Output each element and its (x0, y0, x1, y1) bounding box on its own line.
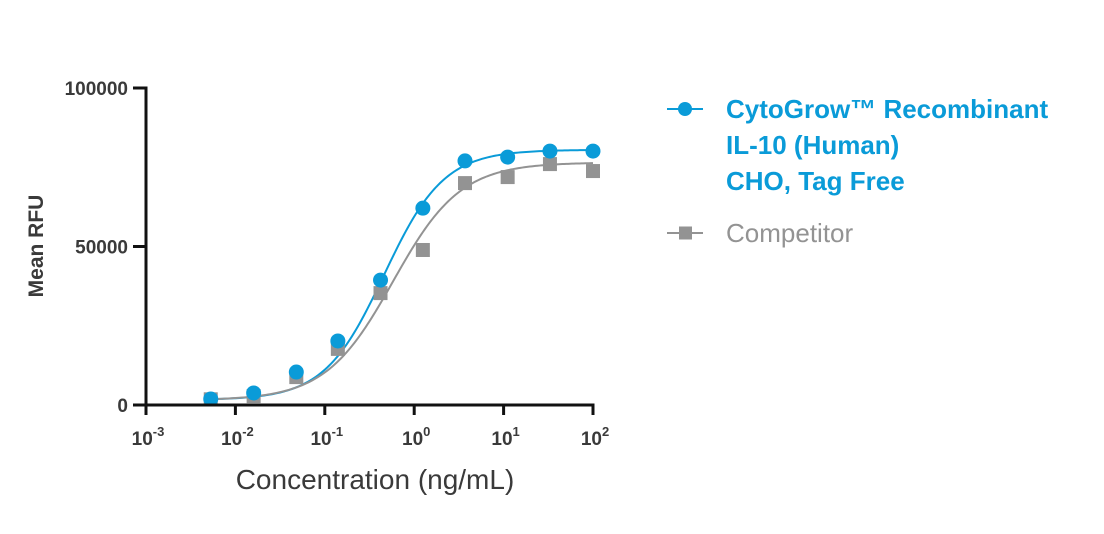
data-point-circle (457, 153, 473, 169)
data-point-circle (542, 143, 558, 159)
y-tick-label: 0 (117, 396, 128, 417)
data-point-circle (585, 143, 601, 159)
x-tick-base: 10 (132, 429, 153, 450)
data-point-square (500, 170, 515, 185)
x-tick-base: 10 (310, 429, 331, 450)
x-tick-exponent: 0 (423, 424, 430, 439)
x-ticks: 10-3 10-2 10-1 100 101 102 (132, 405, 609, 450)
data-point-circle (373, 272, 389, 288)
data-point-circle (203, 391, 219, 407)
data-point-square (586, 164, 600, 179)
x-axis-title: Concentration (ng/mL) (236, 464, 515, 495)
data-points (203, 143, 601, 407)
legend-label-line: Competitor (726, 218, 853, 248)
data-point-circle (288, 364, 304, 380)
data-point-square (457, 176, 472, 191)
x-tick-label: 100 (402, 424, 430, 450)
data-point-square (542, 157, 557, 172)
y-tick-label: 50000 (75, 238, 128, 259)
legend-square-marker-icon (679, 226, 692, 240)
x-tick-base: 10 (402, 429, 423, 450)
x-tick-exponent: 1 (513, 424, 520, 439)
x-tick-exponent: -3 (153, 424, 165, 439)
data-point-square (373, 286, 388, 301)
y-axis-title: Mean RFU (25, 195, 48, 298)
x-tick-label: 10-3 (132, 424, 165, 450)
data-point-circle (500, 149, 516, 165)
fit-curves (210, 149, 594, 401)
x-tick-exponent: -1 (332, 424, 344, 439)
x-tick-label: 10-2 (221, 424, 254, 450)
x-tick-label: 102 (581, 424, 609, 450)
data-point-circle (330, 333, 346, 349)
legend-label-line: IL-10 (Human) (726, 130, 899, 160)
data-point-circle (246, 385, 262, 401)
legend-label-line: CytoGrow™ Recombinant (726, 94, 1048, 124)
legend-item-competitor: Competitor (667, 218, 853, 248)
x-tick-base: 10 (221, 429, 242, 450)
fit-curve-series-0 (210, 149, 594, 401)
data-point-circle (415, 200, 431, 216)
data-point-square (415, 242, 430, 257)
y-tick-label: 100000 (65, 79, 128, 100)
legend-item-cytogrow: CytoGrow™ Recombinant IL-10 (Human) CHO, T… (667, 94, 1048, 196)
x-tick-exponent: -2 (242, 424, 254, 439)
x-tick-base: 10 (581, 429, 602, 450)
axes (133, 86, 595, 415)
legend-circle-marker-icon (678, 102, 692, 116)
legend-label-line: CHO, Tag Free (726, 166, 905, 196)
legend: CytoGrow™ Recombinant IL-10 (Human) CHO, T… (667, 94, 1048, 248)
fit-curve-series-1 (210, 162, 594, 401)
x-tick-exponent: 2 (602, 424, 609, 439)
x-tick-base: 10 (491, 429, 512, 450)
x-tick-label: 10-1 (310, 424, 343, 450)
y-ticks: 0 50000 100000 (65, 79, 146, 417)
x-tick-label: 101 (491, 424, 519, 450)
